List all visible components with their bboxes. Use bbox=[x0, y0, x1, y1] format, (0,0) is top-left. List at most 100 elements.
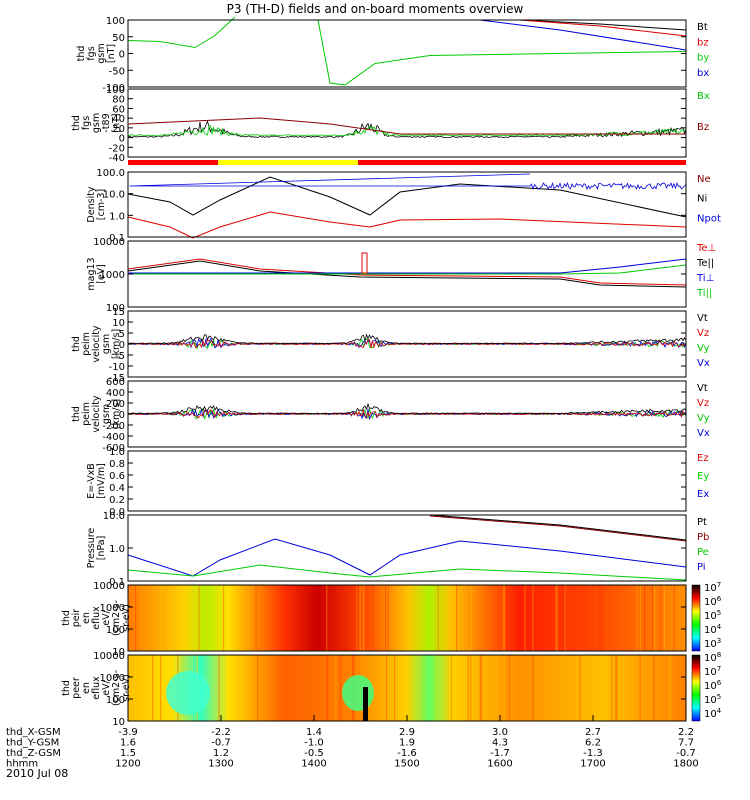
spectrogram-streak bbox=[556, 585, 558, 651]
x-row-label: hhmm bbox=[6, 759, 38, 770]
y-axis-label-line: E=-VxB bbox=[86, 463, 97, 498]
spectrogram-streak bbox=[653, 655, 655, 721]
y-axis-label-line: en bbox=[81, 612, 92, 624]
y-axis-label-line: peim bbox=[81, 332, 92, 356]
y-axis-label-line: eflux bbox=[91, 676, 102, 700]
y-axis-label: E=-VxB [mV/m] bbox=[86, 463, 107, 499]
spectrogram-streak bbox=[639, 585, 642, 651]
legend-pe: Pe bbox=[697, 547, 709, 558]
series-line bbox=[128, 258, 687, 274]
series-line bbox=[127, 538, 687, 577]
x-tick-label: -2.2 bbox=[211, 727, 231, 738]
x-row-label: thd_Z-GSM bbox=[6, 748, 61, 759]
colorbar-tick-label: 107 bbox=[704, 581, 721, 594]
y-axis-label: thd fgs gsm -t89 [nT] bbox=[71, 113, 122, 133]
y-tick-label: -15 bbox=[109, 373, 125, 384]
y-tick-label: 1000 bbox=[100, 603, 125, 614]
spectrogram-streak bbox=[198, 585, 200, 651]
y-axis-label-line: [km/s] bbox=[111, 329, 122, 359]
y-tick-label: -5 bbox=[115, 351, 125, 362]
x-tick-label: 1500 bbox=[394, 759, 419, 770]
spectrogram-streak bbox=[532, 585, 534, 651]
y-axis-label-line: gsm bbox=[101, 404, 112, 424]
x-tick-label: -0.5 bbox=[304, 748, 324, 759]
spectrogram-streak bbox=[363, 585, 365, 651]
series-line bbox=[429, 514, 687, 541]
y-tick-label: 0.6 bbox=[109, 471, 125, 482]
spectrogram-streak bbox=[135, 585, 137, 651]
spectrogram-streak bbox=[555, 585, 557, 651]
colorbar-tick-label: 104 bbox=[704, 623, 722, 636]
x-tick-label: 1400 bbox=[301, 759, 326, 770]
spectrogram-streak bbox=[450, 655, 453, 721]
legend-ti: Ti⊥ bbox=[696, 273, 714, 284]
spectrogram-streak bbox=[643, 585, 646, 651]
spectrogram-streak bbox=[356, 585, 358, 651]
y-tick-label: 10.0 bbox=[103, 190, 125, 201]
spectrogram-streak bbox=[257, 655, 259, 721]
y-axis-label: thd peim velocity gsm [km/s] bbox=[71, 325, 122, 363]
y-tick-label: 600 bbox=[106, 377, 125, 388]
y-tick-label: 0.2 bbox=[109, 495, 125, 506]
legend-vy: Vy bbox=[697, 413, 710, 424]
y-axis-label-line: mag13 bbox=[86, 257, 97, 290]
series-line bbox=[128, 264, 687, 275]
y-axis-label-line: [eV] bbox=[96, 264, 107, 284]
y-axis-label-line: (cm2-s- bbox=[111, 600, 122, 636]
legend-ne: Ne bbox=[697, 174, 711, 185]
series-line bbox=[127, 176, 687, 218]
spectrogram-streak bbox=[479, 655, 481, 721]
y-tick-label: -100 bbox=[102, 83, 125, 94]
colorbar bbox=[691, 654, 701, 722]
spectrogram-streak bbox=[160, 585, 162, 651]
y-tick-label: 1.0 bbox=[109, 211, 125, 222]
y-axis-label-line: Pressure bbox=[86, 528, 97, 569]
y-tick-label: 0.8 bbox=[109, 459, 125, 470]
x-tick-label: -0.7 bbox=[211, 738, 231, 749]
spectrogram-streak bbox=[339, 655, 342, 721]
spectrogram-streak bbox=[206, 585, 208, 651]
y-axis-label-line: [nT] bbox=[111, 113, 122, 132]
date-label: 2010 Jul 08 bbox=[6, 767, 68, 780]
y-tick-label: 0.0 bbox=[109, 507, 125, 518]
spectrogram-streak bbox=[154, 655, 156, 721]
spectrogram-streak bbox=[160, 655, 162, 721]
y-axis-label: mag13 [eV] bbox=[86, 257, 107, 290]
y-axis-label-line: sr-eV) bbox=[121, 674, 132, 702]
x-tick-label: 2.2 bbox=[678, 727, 694, 738]
spectrogram-streak bbox=[636, 585, 638, 651]
colorbar-tick-label: 105 bbox=[704, 693, 721, 706]
y-tick-label: 0 bbox=[119, 410, 125, 421]
y-axis-label-line: [mV/m] bbox=[96, 463, 107, 499]
x-tick-label: 1600 bbox=[487, 759, 512, 770]
y-tick-label: 10000 bbox=[93, 581, 125, 592]
y-axis-label-line: [cm-3] bbox=[96, 189, 107, 220]
spectrogram-streak bbox=[616, 655, 618, 721]
x-tick-label: 1.6 bbox=[120, 738, 136, 749]
x-row-label: thd_Y-GSM bbox=[6, 738, 59, 749]
y-tick-label: 15 bbox=[112, 307, 125, 318]
legend-vt: Vt bbox=[697, 383, 708, 394]
x-tick-label: 1800 bbox=[673, 759, 698, 770]
y-axis-label-line: gsm bbox=[101, 334, 112, 354]
series-line bbox=[127, 258, 687, 286]
y-axis-label-line: sr-eV) bbox=[121, 604, 132, 632]
spike-marker bbox=[361, 252, 368, 274]
legend-by: by bbox=[697, 53, 709, 64]
spectrogram-streak bbox=[660, 585, 662, 651]
spectrogram-streak bbox=[670, 655, 672, 721]
y-tick-label: 10.0 bbox=[103, 511, 125, 522]
legend-pb: Pb bbox=[697, 532, 709, 543]
legend-bx: Bx bbox=[697, 91, 710, 102]
legend-ni: Ni bbox=[697, 194, 707, 205]
legend-ti: Ti|| bbox=[696, 288, 712, 299]
series-line bbox=[128, 125, 687, 137]
y-axis-label-line: gsm bbox=[91, 113, 102, 133]
y-tick-label: 10 bbox=[112, 717, 125, 728]
spectrogram-streak bbox=[502, 585, 504, 651]
y-tick-label: 100 bbox=[106, 695, 125, 706]
